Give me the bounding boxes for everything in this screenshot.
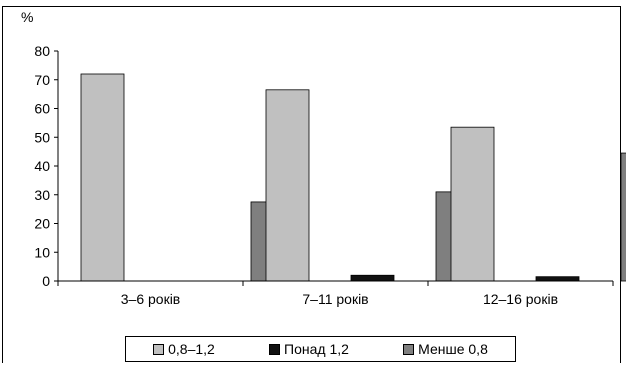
y-axis-unit-label: % [21,9,33,25]
axes [57,51,613,282]
x-axis-ticks: 3–6 років 7–11 років 12–16 років [57,281,614,307]
legend-label-0: 0,8–1,2 [168,341,215,357]
legend-item-0: 0,8–1,2 [153,341,215,357]
bar-1-1 [80,73,125,282]
y-tick-label: 70 [34,72,50,88]
y-tick-label: 20 [34,216,50,232]
bar-1-3 [450,126,495,282]
legend-label-1: Понад 1,2 [284,341,349,357]
chart-frame [2,6,621,363]
bar-3-3 [620,152,626,282]
legend-swatch-0 [153,343,165,355]
legend-swatch-2 [403,343,415,355]
bars [80,73,626,282]
y-tick-label: 0 [42,273,50,289]
y-axis-ticks: 0 10 20 30 40 50 60 70 80 [34,43,58,289]
x-tick-label: 3–6 років [121,291,181,307]
legend-item-1: Понад 1,2 [269,341,349,357]
y-tick-label: 30 [34,187,50,203]
y-tick-label: 50 [34,129,50,145]
legend-item-2: Менше 0,8 [403,341,488,357]
y-tick-label: 10 [34,244,50,260]
bar-2-2 [350,274,395,282]
y-tick-label: 60 [34,101,50,117]
bar-2-3 [535,276,580,282]
y-tick-label: 80 [34,43,50,59]
legend-label-2: Менше 0,8 [418,341,488,357]
x-tick-label: 7–11 років [302,291,368,307]
x-tick-label: 12–16 років [483,291,558,307]
y-tick-label: 40 [34,158,50,174]
bar-1-2 [265,89,310,282]
legend-swatch-1 [269,343,281,355]
legend: 0,8–1,2 Понад 1,2 Менше 0,8 [125,336,516,362]
